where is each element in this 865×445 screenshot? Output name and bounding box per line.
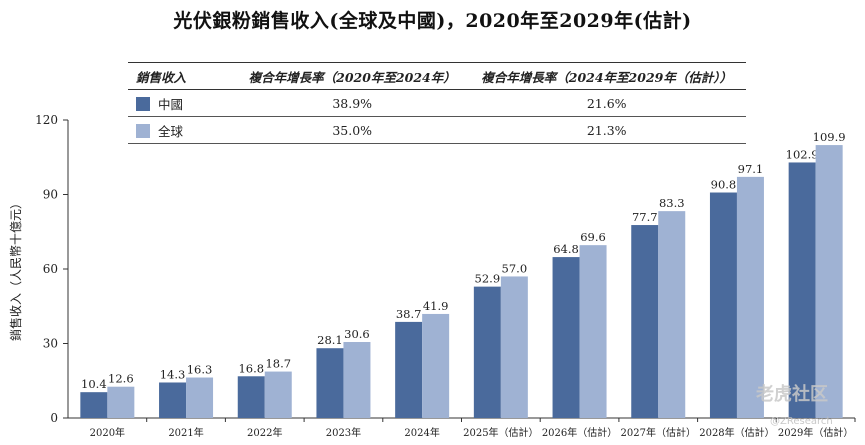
bar-global-2 xyxy=(264,371,292,418)
cagr-header-label: 銷售收入 xyxy=(128,62,237,90)
bar-global-7 xyxy=(658,211,686,418)
bar-china-9 xyxy=(788,162,816,418)
y-tick-label: 120 xyxy=(35,113,58,127)
x-tick-label: 2027年（估計） xyxy=(621,426,696,439)
global-label: 全球 xyxy=(158,123,184,139)
data-label-global: 69.6 xyxy=(580,230,606,244)
china-label: 中國 xyxy=(158,96,184,112)
x-tick-label: 2021年 xyxy=(168,426,203,439)
data-label-global: 83.3 xyxy=(659,196,685,210)
x-tick-label: 2020年 xyxy=(90,426,125,439)
data-label-china: 102.9 xyxy=(786,147,819,161)
data-label-china: 14.3 xyxy=(160,367,186,381)
bar-china-2 xyxy=(237,376,265,418)
data-label-global: 12.6 xyxy=(108,372,134,386)
x-tick-label: 2025年（估計） xyxy=(463,426,538,439)
cagr-header-2020-2024: 複合年增長率（2020年至2024年） xyxy=(237,62,468,90)
data-label-global: 18.7 xyxy=(265,357,291,371)
watermark-text: 老虎社区 xyxy=(756,384,828,405)
bar-global-4 xyxy=(422,313,450,418)
data-label-global: 41.9 xyxy=(423,299,449,313)
data-label-china: 10.4 xyxy=(81,377,107,391)
bar-china-3 xyxy=(316,348,344,418)
data-label-china: 77.7 xyxy=(632,210,658,224)
global-cagr-2020-2024: 35.0% xyxy=(237,116,468,144)
china-cagr-2020-2024: 38.9% xyxy=(237,89,468,117)
bar-china-6 xyxy=(552,257,580,418)
cagr-row-china: 中國 38.9% 21.6% xyxy=(128,89,746,117)
bar-global-6 xyxy=(579,245,607,418)
china-cagr-2024-2029: 21.6% xyxy=(467,89,746,117)
cagr-table: 銷售收入 複合年增長率（2020年至2024年） 複合年增長率（2024年至20… xyxy=(128,62,746,144)
bar-global-3 xyxy=(343,342,371,418)
y-tick-label: 0 xyxy=(50,411,58,425)
bar-china-0 xyxy=(80,392,108,418)
bar-china-8 xyxy=(709,192,737,418)
data-label-global: 16.3 xyxy=(187,363,213,377)
cagr-header-2024-2029: 複合年增長率（2024年至2029年（估計）） xyxy=(467,62,746,90)
bar-global-0 xyxy=(107,386,135,418)
bar-global-5 xyxy=(500,276,528,418)
data-label-china: 28.1 xyxy=(317,333,343,347)
x-tick-label: 2023年 xyxy=(326,426,361,439)
bar-china-7 xyxy=(631,225,659,418)
watermark-subtext: @ZResearch xyxy=(770,416,833,427)
bar-global-9 xyxy=(815,145,843,418)
global-cagr-2024-2029: 21.3% xyxy=(467,116,746,144)
chart-title: 光伏銀粉銷售收入(全球及中國)，2020年至2029年(估計) xyxy=(173,10,692,32)
data-label-global: 109.9 xyxy=(813,130,846,144)
y-axis-label: 銷售收入（人民幣十億元） xyxy=(8,197,23,341)
x-tick-label: 2026年（估計） xyxy=(542,426,617,439)
data-label-global: 30.6 xyxy=(344,327,370,341)
data-label-china: 38.7 xyxy=(396,307,422,321)
x-tick-label: 2022年 xyxy=(247,426,282,439)
bar-china-5 xyxy=(473,286,501,418)
bar-china-4 xyxy=(395,321,423,418)
y-tick-label: 30 xyxy=(43,337,58,351)
global-swatch xyxy=(136,123,150,138)
x-tick-label: 2024年 xyxy=(404,426,439,439)
y-tick-label: 60 xyxy=(43,262,58,276)
bar-global-1 xyxy=(186,377,214,418)
x-tick-label: 2029年（估計） xyxy=(778,426,853,439)
x-tick-label: 2028年（估計） xyxy=(699,426,774,439)
data-label-china: 64.8 xyxy=(553,242,579,256)
data-label-china: 52.9 xyxy=(475,272,501,286)
cagr-row-global: 全球 35.0% 21.3% xyxy=(128,116,746,144)
y-tick-label: 90 xyxy=(43,188,58,202)
china-swatch xyxy=(136,96,150,111)
bar-global-8 xyxy=(736,176,764,418)
bar-china-1 xyxy=(159,382,187,418)
data-label-global: 97.1 xyxy=(738,162,764,176)
data-label-china: 16.8 xyxy=(238,361,264,375)
data-label-china: 90.8 xyxy=(711,178,737,192)
data-label-global: 57.0 xyxy=(502,261,528,275)
